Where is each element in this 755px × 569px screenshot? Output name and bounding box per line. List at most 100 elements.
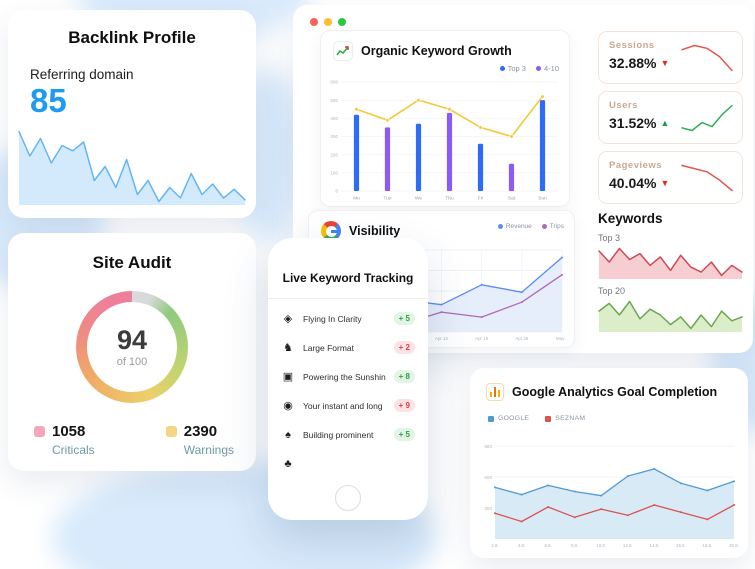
- maximize-window-icon[interactable]: [338, 18, 346, 26]
- phone-mockup: Live Keyword Tracking ◈ Flying In Clarit…: [268, 238, 428, 520]
- rank-change-badge: + 5: [393, 312, 415, 325]
- svg-text:20.8.: 20.8.: [729, 543, 738, 548]
- svg-text:900: 900: [484, 444, 492, 449]
- keywords-panel: Keywords Top 3 Top 20: [598, 211, 743, 332]
- pageviews-stat-card: Pageviews 40.04% ▼: [598, 151, 743, 204]
- ga-chart-legend: GOOGLE SEZNAM: [470, 401, 748, 422]
- keyword-logo-icon: ◉: [283, 400, 293, 412]
- site-audit-card: Site Audit 94 of 100 1058 Criticals 2390: [8, 233, 256, 471]
- audit-score-caption: of 100: [116, 355, 148, 368]
- keywords-title: Keywords: [598, 211, 663, 226]
- keyword-logo-icon: ▣: [282, 371, 294, 383]
- svg-text:18.8.: 18.8.: [703, 543, 713, 548]
- keyword-row[interactable]: ♠ Building prominent + 5: [268, 420, 428, 449]
- svg-text:6.8.: 6.8.: [544, 543, 551, 548]
- live-keyword-tracking-title: Live Keyword Tracking: [282, 271, 414, 285]
- svg-text:600: 600: [484, 475, 492, 480]
- sessions-value: 32.88% ▼: [609, 55, 732, 71]
- donut-center: 94 of 100: [87, 302, 177, 392]
- svg-text:300: 300: [484, 506, 492, 511]
- criticals-label: Criticals: [52, 443, 95, 457]
- svg-text:Mo: Mo: [353, 196, 360, 202]
- window-controls: [310, 18, 346, 26]
- keyword-row[interactable]: ◈ Flying In Clarity + 5: [268, 304, 428, 333]
- svg-text:0: 0: [335, 189, 338, 194]
- legend-dot-icon: [497, 224, 503, 229]
- referring-domain-label: Referring domain: [30, 67, 134, 82]
- legend-top3-label: Top 3: [507, 64, 526, 73]
- audit-score: 94: [116, 324, 148, 355]
- keyword-logo-icon: ◈: [283, 313, 293, 325]
- analytics-icon: [486, 383, 504, 401]
- trend-down-icon: ▼: [660, 178, 670, 188]
- growth-chart-icon: [333, 41, 353, 61]
- legend-seznam: SEZNAM: [545, 415, 585, 422]
- warnings-swatch-icon: [165, 426, 177, 437]
- warnings-label: Warnings: [183, 443, 234, 457]
- svg-text:600: 600: [330, 80, 338, 85]
- keyword-row[interactable]: ♞ Large Format + 2: [268, 333, 428, 362]
- legend-dot-icon: [541, 224, 547, 229]
- keywords-top20-label: Top 20: [598, 286, 626, 296]
- keyword-row[interactable]: ▣ Powering the Sunshine + 8: [268, 362, 428, 391]
- keyword-row[interactable]: ♣: [268, 449, 428, 478]
- svg-text:300: 300: [330, 134, 338, 139]
- keywords-top3-chart: [598, 246, 743, 279]
- organic-growth-chart: 0 100 200 300 400 500 600 Mo Tue We Thu Fri Sat Sun: [326, 75, 562, 202]
- legend-google: GOOGLE: [488, 415, 529, 422]
- svg-text:12.8.: 12.8.: [623, 543, 633, 548]
- trend-up-icon: ▲: [660, 118, 670, 128]
- google-icon: [321, 221, 341, 241]
- keyword-label: Large Format: [303, 342, 355, 353]
- legend-4-10-label: 4-10: [543, 64, 559, 73]
- legend-4-10: 4-10: [535, 64, 559, 73]
- organic-keyword-growth-card: Organic Keyword Growth Top 3 4-10 0 100 20…: [320, 30, 570, 207]
- audit-legend: 1058 Criticals 2390 Warnings: [34, 423, 234, 457]
- keyword-label: Powering the Sunshine: [303, 371, 386, 382]
- home-button[interactable]: [335, 485, 361, 511]
- svg-text:16.8.: 16.8.: [676, 543, 686, 548]
- backlink-trend-chart: [18, 129, 246, 205]
- backlink-profile-title: Backlink Profile: [68, 28, 196, 47]
- keyword-label: Building prominent: [303, 429, 374, 440]
- keyword-label: Flying In Clarity: [303, 313, 362, 324]
- ga-goal-completion-card: Google Analytics Goal Completion GOOGLE …: [470, 368, 748, 558]
- svg-text:Sun: Sun: [538, 196, 547, 202]
- criticals-value: 1058: [52, 423, 86, 440]
- sessions-value-text: 32.88%: [609, 55, 657, 71]
- rank-change-badge: + 8: [393, 370, 415, 383]
- svg-text:8.8.: 8.8.: [571, 543, 578, 548]
- legend-swatch-icon: [545, 415, 552, 422]
- referring-domain-value: 85: [30, 82, 67, 119]
- users-value-text: 31.52%: [609, 115, 657, 131]
- browser-window: Organic Keyword Growth Top 3 4-10 0 100 20…: [293, 5, 753, 353]
- organic-card-header: Organic Keyword Growth: [321, 31, 569, 61]
- legend-revenue: Revenue: [497, 223, 532, 230]
- svg-text:10.8.: 10.8.: [596, 543, 606, 548]
- keyword-logo-icon: ♠: [285, 428, 291, 441]
- site-audit-title: Site Audit: [92, 253, 172, 272]
- svg-text:Fri: Fri: [478, 196, 484, 202]
- backlink-profile-card: Backlink Profile Referring domain 85: [8, 10, 256, 218]
- legend-swatch-icon: [488, 415, 494, 422]
- pageviews-sparkline: [681, 163, 733, 194]
- legend-trips-label: Trips: [549, 223, 564, 230]
- keyword-row[interactable]: ◉ Your instant and long + 9: [268, 391, 428, 420]
- svg-text:14.8.: 14.8.: [649, 543, 659, 548]
- ga-card-header: Google Analytics Goal Completion: [470, 368, 748, 401]
- warnings-legend-item: 2390 Warnings: [165, 423, 234, 457]
- visibility-card-header: Visibility: [309, 211, 574, 241]
- svg-text:Thu: Thu: [445, 196, 454, 202]
- svg-text:Apr 12: Apr 12: [435, 336, 448, 341]
- legend-dot-icon: [499, 66, 505, 71]
- sessions-stat-card: Sessions 32.88% ▼: [598, 31, 743, 84]
- users-label: Users: [609, 100, 638, 111]
- minimize-window-icon[interactable]: [324, 18, 332, 26]
- svg-text:400: 400: [330, 116, 338, 121]
- svg-text:Sat: Sat: [508, 196, 516, 202]
- svg-text:4.8.: 4.8.: [518, 543, 525, 548]
- svg-text:Tue: Tue: [383, 196, 392, 202]
- rank-change-badge: + 5: [393, 428, 415, 441]
- close-window-icon[interactable]: [310, 18, 318, 26]
- keyword-logo-icon: ♣: [284, 457, 292, 470]
